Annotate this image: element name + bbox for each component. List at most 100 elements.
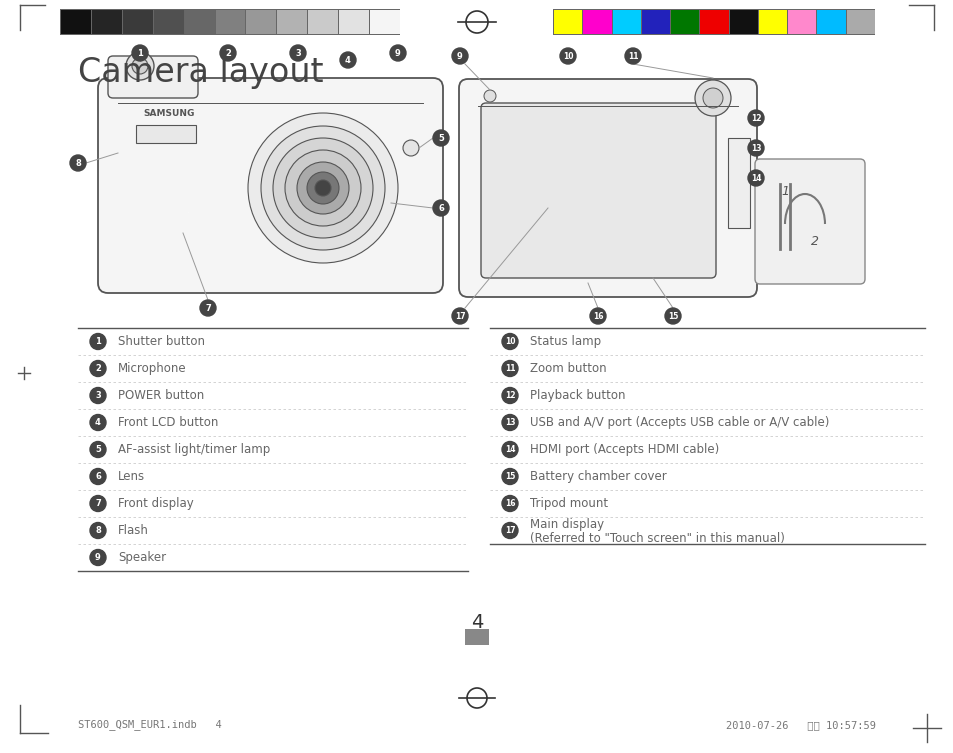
Text: 5: 5 xyxy=(437,133,443,142)
Circle shape xyxy=(261,126,385,250)
Bar xyxy=(670,10,699,34)
Text: 15: 15 xyxy=(667,312,678,321)
Text: 2: 2 xyxy=(95,364,101,373)
Circle shape xyxy=(624,48,640,64)
Text: Speaker: Speaker xyxy=(118,551,166,564)
Circle shape xyxy=(501,468,517,484)
Text: 9: 9 xyxy=(395,48,400,57)
Circle shape xyxy=(452,308,468,324)
Circle shape xyxy=(433,130,449,146)
Bar xyxy=(277,10,307,34)
Text: 9: 9 xyxy=(95,553,101,562)
Circle shape xyxy=(132,45,148,61)
Circle shape xyxy=(90,495,106,511)
Text: USB and A/V port (Accepts USB cable or A/V cable): USB and A/V port (Accepts USB cable or A… xyxy=(530,416,828,429)
Circle shape xyxy=(126,52,153,80)
Text: 7: 7 xyxy=(205,303,211,312)
Text: Lens: Lens xyxy=(118,470,145,483)
Bar xyxy=(817,10,845,34)
FancyBboxPatch shape xyxy=(98,78,442,293)
Text: 3: 3 xyxy=(294,48,300,57)
Text: AF-assist light/timer lamp: AF-assist light/timer lamp xyxy=(118,443,270,456)
Circle shape xyxy=(339,52,355,68)
Text: Front display: Front display xyxy=(118,497,193,510)
Circle shape xyxy=(296,162,349,214)
Text: 3: 3 xyxy=(95,391,101,400)
Text: 4: 4 xyxy=(95,418,101,427)
Text: (Referred to "Touch screen" in this manual): (Referred to "Touch screen" in this manu… xyxy=(530,532,784,545)
Bar xyxy=(61,10,91,34)
Text: 17: 17 xyxy=(504,526,515,535)
Circle shape xyxy=(452,48,468,64)
Circle shape xyxy=(695,80,730,116)
Circle shape xyxy=(273,138,373,238)
Text: 14: 14 xyxy=(504,445,515,454)
Circle shape xyxy=(200,300,215,316)
Circle shape xyxy=(90,361,106,376)
Circle shape xyxy=(90,550,106,566)
Circle shape xyxy=(747,140,763,156)
Circle shape xyxy=(501,441,517,458)
Bar xyxy=(700,10,728,34)
Bar xyxy=(727,138,749,228)
Circle shape xyxy=(559,48,576,64)
Text: 13: 13 xyxy=(504,418,515,427)
Circle shape xyxy=(132,58,148,74)
Text: 7: 7 xyxy=(95,499,101,508)
Text: 1: 1 xyxy=(137,48,143,57)
Bar xyxy=(612,10,640,34)
Text: 1: 1 xyxy=(781,184,788,197)
Text: 6: 6 xyxy=(95,472,101,481)
Circle shape xyxy=(70,155,86,171)
Text: Camera layout: Camera layout xyxy=(78,56,323,89)
Text: 2: 2 xyxy=(810,234,818,248)
Text: 1: 1 xyxy=(95,337,101,346)
Text: 4: 4 xyxy=(345,56,351,65)
Text: 13: 13 xyxy=(750,144,760,153)
Text: Tripod mount: Tripod mount xyxy=(530,497,607,510)
Text: 10: 10 xyxy=(562,51,573,60)
Bar xyxy=(641,10,669,34)
Text: Zoom button: Zoom button xyxy=(530,362,606,375)
Bar xyxy=(370,10,399,34)
Bar xyxy=(153,10,183,34)
Bar xyxy=(582,10,611,34)
Bar xyxy=(123,10,152,34)
Circle shape xyxy=(90,414,106,431)
Circle shape xyxy=(314,180,331,196)
Text: Battery chamber cover: Battery chamber cover xyxy=(530,470,666,483)
Text: 12: 12 xyxy=(750,114,760,123)
Bar xyxy=(553,9,874,35)
FancyBboxPatch shape xyxy=(458,79,757,297)
Text: HDMI port (Accepts HDMI cable): HDMI port (Accepts HDMI cable) xyxy=(530,443,719,456)
Bar xyxy=(60,9,399,35)
Circle shape xyxy=(747,170,763,186)
FancyBboxPatch shape xyxy=(108,56,198,98)
Text: 14: 14 xyxy=(750,173,760,182)
Circle shape xyxy=(248,113,397,263)
Text: 16: 16 xyxy=(504,499,515,508)
Text: 16: 16 xyxy=(592,312,602,321)
Bar xyxy=(464,629,489,645)
Bar xyxy=(759,10,786,34)
Text: 15: 15 xyxy=(504,472,515,481)
Text: 4: 4 xyxy=(471,614,482,633)
Circle shape xyxy=(747,110,763,126)
Circle shape xyxy=(589,308,605,324)
Circle shape xyxy=(307,172,338,204)
Circle shape xyxy=(483,90,496,102)
Circle shape xyxy=(501,361,517,376)
Text: ST600_QSM_EUR1.indb   4: ST600_QSM_EUR1.indb 4 xyxy=(78,720,221,730)
Bar xyxy=(729,10,757,34)
Circle shape xyxy=(90,388,106,404)
Circle shape xyxy=(390,45,406,61)
Bar xyxy=(91,10,122,34)
Circle shape xyxy=(501,414,517,431)
Text: 11: 11 xyxy=(627,51,638,60)
Text: Status lamp: Status lamp xyxy=(530,335,600,348)
Bar xyxy=(787,10,816,34)
Circle shape xyxy=(90,523,106,538)
Text: 9: 9 xyxy=(456,51,462,60)
Text: Front LCD button: Front LCD button xyxy=(118,416,218,429)
Circle shape xyxy=(702,88,722,108)
